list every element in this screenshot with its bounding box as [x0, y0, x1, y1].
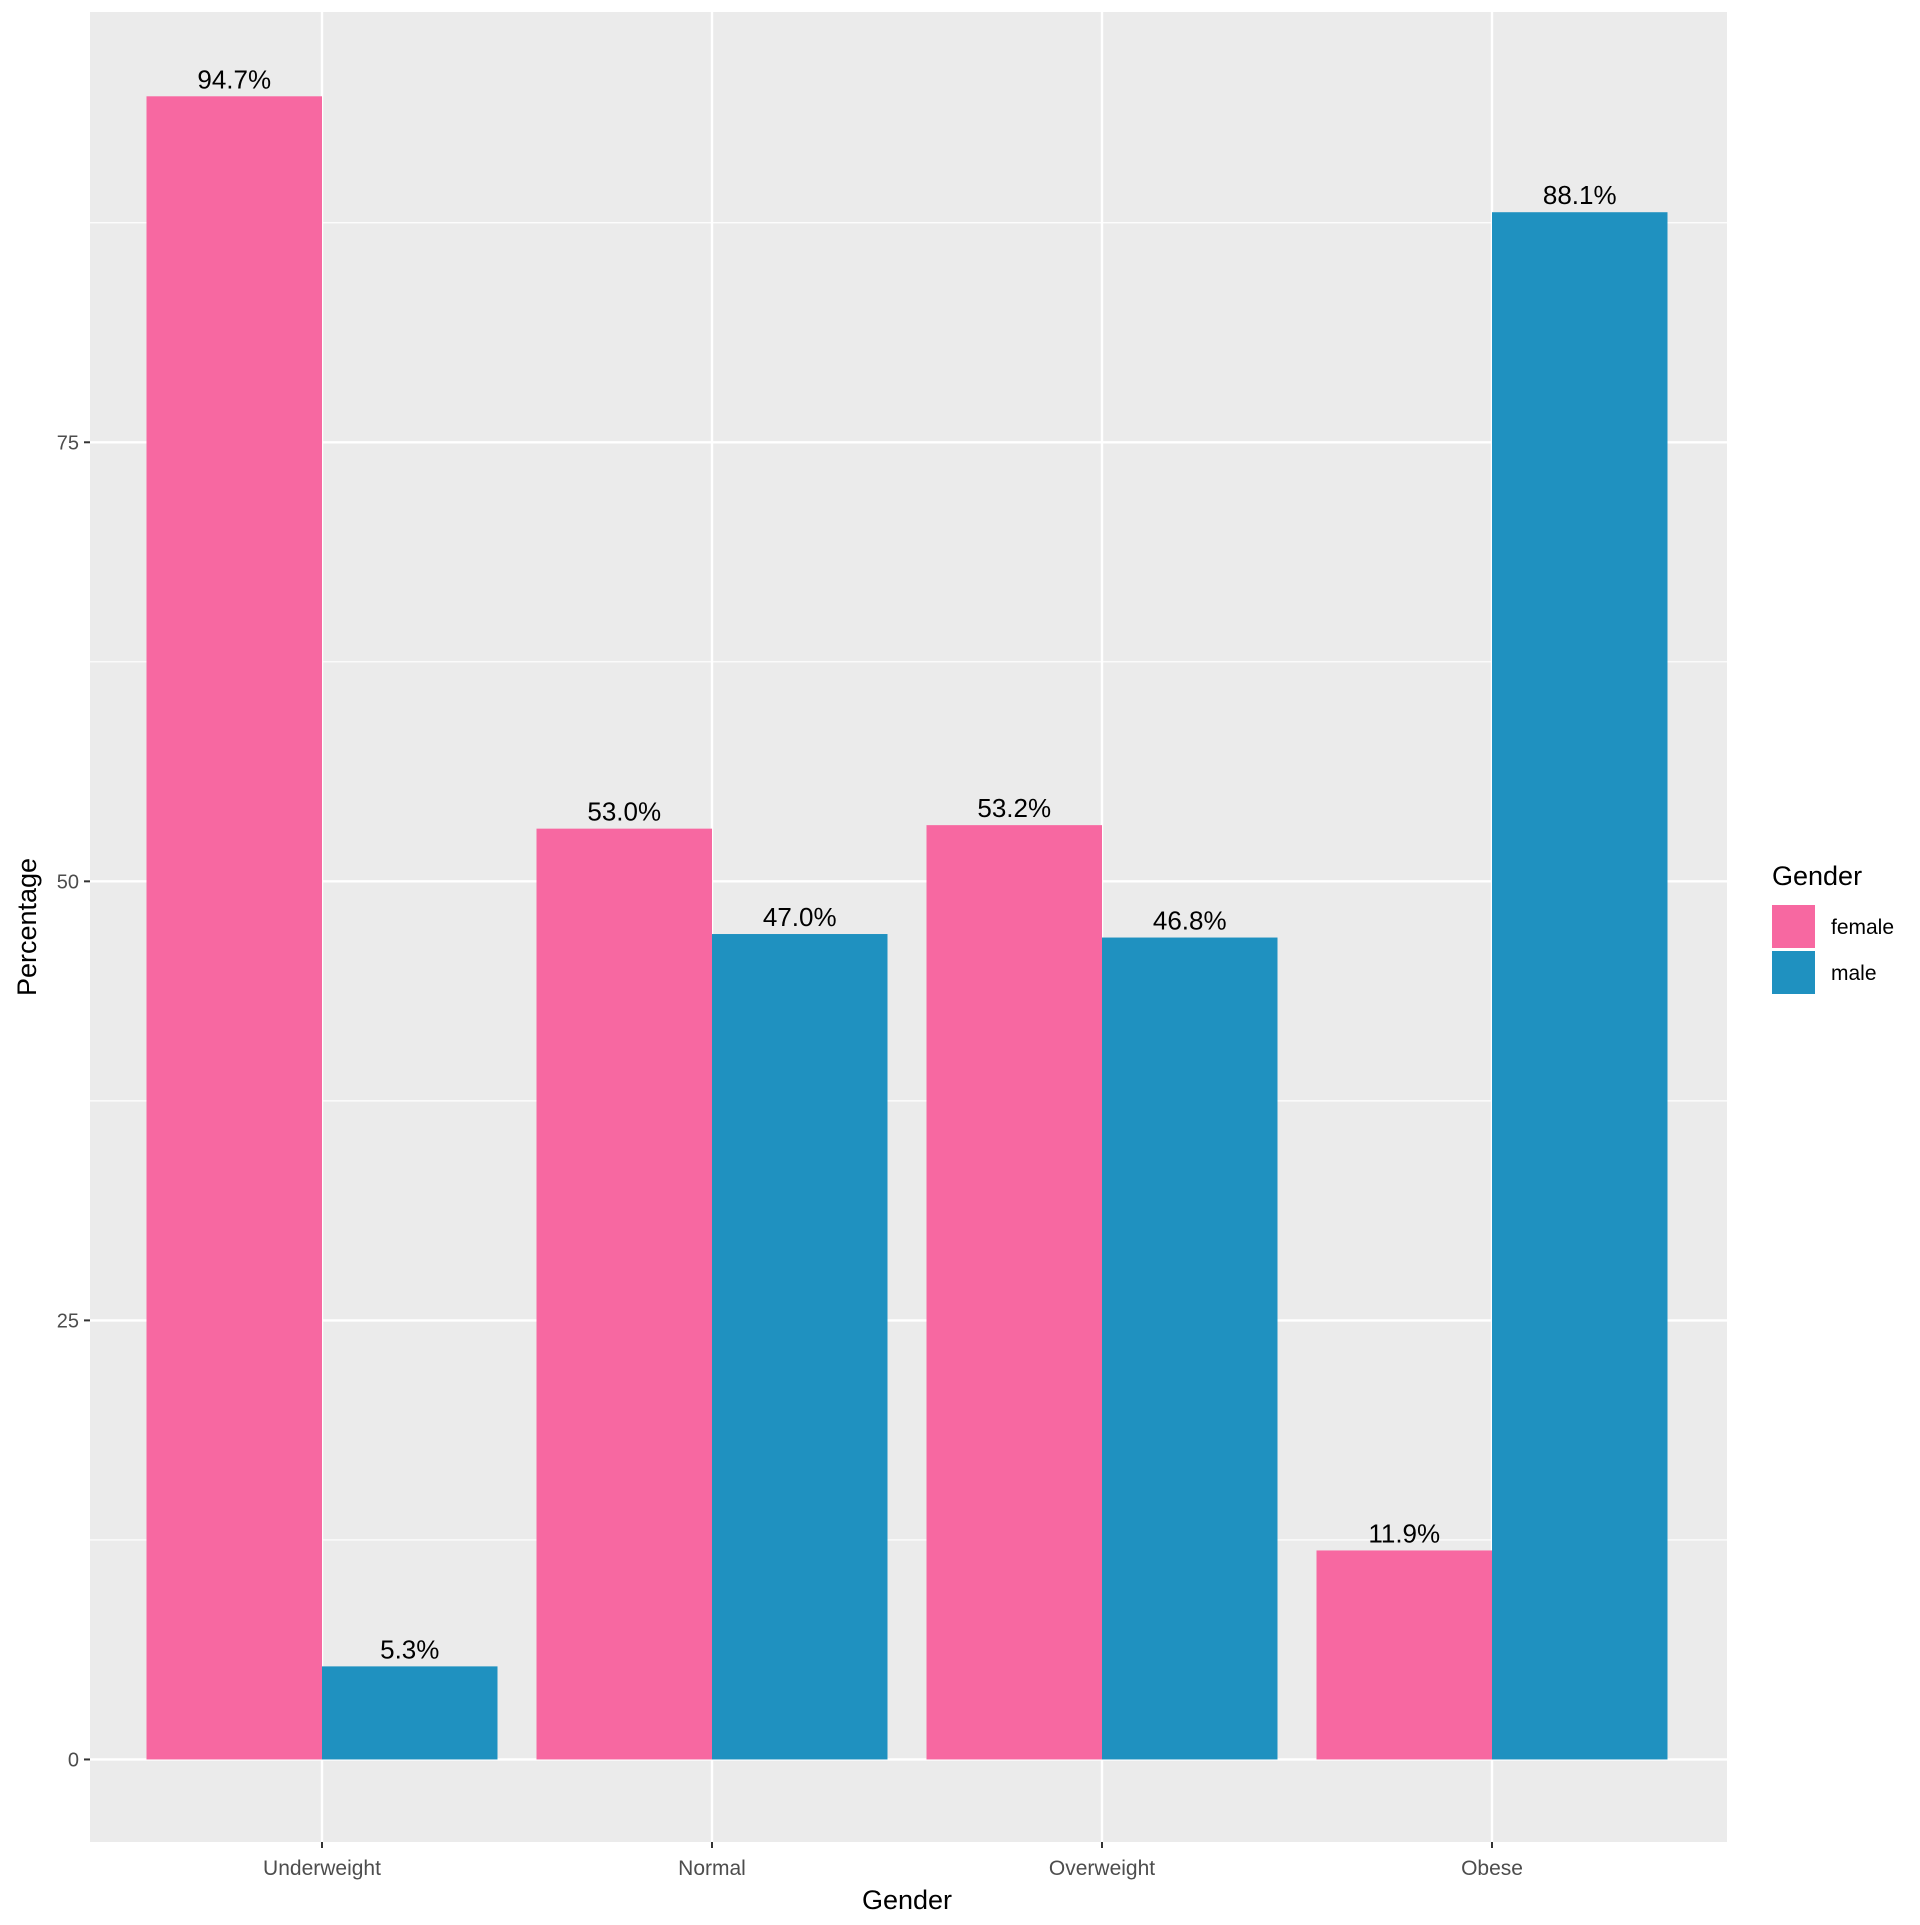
- x-tick-label: Underweight: [263, 1857, 381, 1880]
- x-tick-label: Obese: [1461, 1857, 1523, 1880]
- data-label: 11.9%: [1368, 1518, 1440, 1548]
- legend-label: female: [1831, 916, 1894, 939]
- y-tick-label: 25: [57, 1310, 79, 1332]
- x-axis-title: Gender: [862, 1885, 952, 1915]
- bar-female: [1316, 1550, 1492, 1760]
- bar-male: [712, 934, 888, 1760]
- data-label: 53.2%: [977, 793, 1051, 823]
- data-label: 5.3%: [380, 1634, 439, 1664]
- y-tick-label: 0: [68, 1749, 79, 1771]
- legend-key-female: [1772, 905, 1815, 948]
- plot-panel: [90, 12, 1727, 1842]
- data-label: 88.1%: [1543, 180, 1617, 210]
- bar-female: [146, 96, 322, 1760]
- data-label: 46.8%: [1153, 906, 1227, 936]
- bar-male: [1102, 937, 1278, 1760]
- legend-label: male: [1831, 962, 1877, 985]
- data-label: 47.0%: [763, 902, 837, 932]
- legend: Gender female male: [1772, 861, 1894, 994]
- bar-female: [536, 828, 712, 1760]
- y-axis-title: Percentage: [12, 858, 42, 996]
- x-tick-label: Normal: [678, 1857, 746, 1880]
- bar-male: [1492, 212, 1668, 1760]
- bar-male: [322, 1666, 498, 1760]
- y-tick-label: 75: [57, 432, 79, 454]
- x-tick-label: Overweight: [1049, 1857, 1155, 1880]
- bar-female: [926, 825, 1102, 1760]
- legend-title: Gender: [1772, 861, 1862, 891]
- y-tick-label: 50: [57, 871, 79, 893]
- data-label: 53.0%: [587, 797, 661, 827]
- legend-key-male: [1772, 951, 1815, 994]
- data-label: 94.7%: [197, 64, 271, 94]
